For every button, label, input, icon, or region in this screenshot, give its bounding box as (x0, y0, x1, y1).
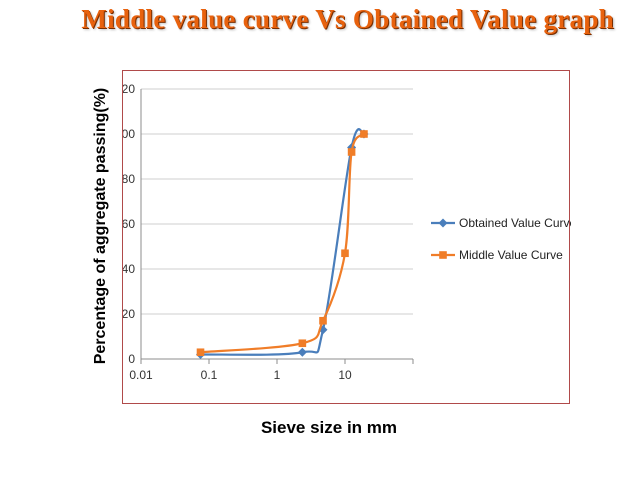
y-tick-label: 0 (128, 352, 135, 366)
x-tick-label: 1 (274, 368, 281, 382)
y-tick-label: 80 (123, 172, 135, 186)
obtained-value-curve-line (200, 128, 366, 356)
y-tick-label: 60 (123, 217, 135, 231)
legend-marker-middle-value-curve (439, 251, 447, 259)
y-tick-label: 100 (123, 127, 135, 141)
legend-label-middle-value-curve: Middle Value Curve (459, 248, 563, 262)
y-tick-label: 20 (123, 307, 135, 321)
y-tick-label: 40 (123, 262, 135, 276)
legend-marker-obtained-value-curve (438, 218, 448, 228)
middle-value-curve-point (347, 148, 356, 156)
x-tick-label: 0.1 (201, 368, 218, 382)
x-tick-label: 10 (338, 368, 352, 382)
obtained-value-curve-point (297, 347, 307, 357)
chart-frame: 0 20 40 60 80 100 120 0.01 0.1 1 10 Obtained Value … (122, 70, 571, 404)
y-axis-label: Percentage of aggregate passing(%) (92, 87, 109, 365)
middle-value-curve-point (196, 348, 205, 357)
x-tick-label: 0.01 (129, 368, 153, 382)
middle-value-curve-point (319, 316, 327, 325)
middle-value-curve-point (341, 249, 349, 258)
chart-plot: 0 20 40 60 80 100 120 0.01 0.1 1 10 Obtained Value … (123, 82, 571, 382)
legend-label-obtained-value-curve: Obtained Value Curve (459, 216, 571, 230)
x-axis-label: Sieve size in mm (260, 418, 398, 437)
middle-value-curve-point (360, 130, 368, 138)
middle-value-curve-line (200, 133, 365, 354)
y-tick-label: 120 (123, 82, 135, 96)
middle-value-curve-point (298, 339, 307, 348)
slide-title: Middle value curve Vs Obtained Value gra… (81, 4, 614, 34)
